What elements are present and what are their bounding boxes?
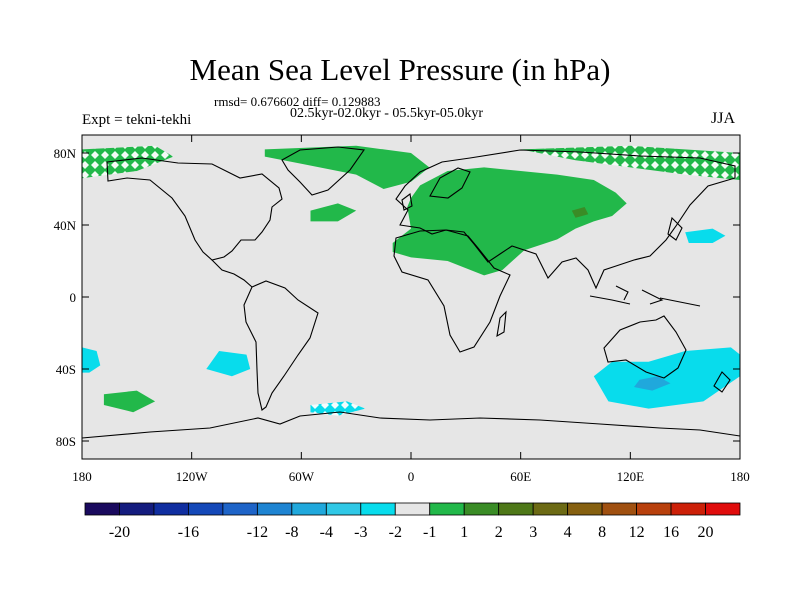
japan-coast (667, 216, 683, 241)
antarctica-coast (82, 411, 740, 439)
south-america-coast (243, 280, 319, 411)
colorbar-label: 1 (460, 524, 468, 541)
maritime-continent-coast (589, 285, 701, 307)
colorbar-label: -1 (423, 524, 436, 541)
colorbar-label: -3 (354, 524, 367, 541)
colorbar-label: -12 (247, 524, 268, 541)
region-alaska-hatched (82, 145, 174, 179)
colorbar-label: -4 (320, 524, 333, 541)
greenland-coast (281, 146, 365, 196)
colorbar-box (291, 502, 327, 516)
colorbar-box (325, 502, 362, 516)
colorbar-box (188, 502, 224, 516)
x-tick-label: 180 (72, 469, 92, 484)
colorbar-label: 2 (495, 524, 503, 541)
scandinavia-coast (429, 167, 471, 199)
colorbar-label: 3 (529, 524, 537, 541)
colorbar-box (463, 502, 500, 516)
region-southeast-pacific-negative (206, 351, 251, 377)
colorbar-label: 16 (663, 524, 679, 541)
region-arctic-russia-hatched (520, 145, 740, 180)
map-background (82, 135, 740, 459)
axis-ticks: 180 120W 60W 0 60E 120E 180 80N 40N 0 40S 80S (54, 135, 750, 484)
colorbar-box (119, 502, 155, 516)
colorbar-box (567, 502, 603, 516)
region-south-atlantic-hatched (310, 401, 366, 416)
madagascar-coast (496, 310, 507, 338)
region-date-line-negative (82, 347, 101, 373)
region-south-pacific-positive (103, 390, 156, 413)
africa-coast (393, 229, 511, 353)
anomaly-regions (82, 145, 740, 416)
colorbar-box (670, 502, 706, 516)
x-tick-label: 120E (617, 469, 645, 484)
region-greenland-north-atlantic (264, 145, 430, 189)
period-subtitle: 02.5kyr-02.0kyr - 05.5kyr-05.0kyr (290, 106, 484, 121)
region-north-pacific-negative (685, 228, 726, 243)
uk-coast (401, 193, 413, 211)
colorbar-box (636, 502, 672, 516)
colorbar-label: 8 (598, 524, 606, 541)
colorbar-box (84, 502, 120, 516)
x-tick-label: 60E (510, 469, 531, 484)
colorbar-label: -20 (109, 524, 130, 541)
y-tick-label: 80S (56, 434, 76, 449)
y-tick-label: 40N (54, 218, 77, 233)
colorbar-label: 4 (564, 524, 572, 541)
colorbar-label: -16 (178, 524, 199, 541)
colorbar-box (394, 502, 431, 516)
colorbar-box (601, 502, 637, 516)
season-label: JJA (711, 110, 736, 127)
colorbar-box (256, 502, 293, 516)
colorbar-box (360, 502, 396, 516)
x-tick-label: 0 (408, 469, 415, 484)
eurasia-coast (395, 149, 736, 290)
colorbar-box (222, 502, 258, 516)
colorbar-label: -8 (285, 524, 298, 541)
x-tick-label: 120W (176, 469, 209, 484)
y-tick-label: 0 (70, 290, 77, 305)
x-tick-label: 60W (289, 469, 315, 484)
colorbar-box (532, 502, 569, 516)
colorbar: -20 -16 -12 -8 -4 -3 -2 -1 1 2 3 4 8 12 16 20 (84, 502, 741, 541)
rmsd-diff-stats: rmsd= 0.676602 diff= 0.129883 (214, 94, 381, 109)
colorbar-box (498, 502, 534, 516)
y-tick-label: 80N (54, 146, 77, 161)
colorbar-label: 12 (629, 524, 645, 541)
region-southern-australia-core (634, 376, 671, 391)
colorbar-box (429, 502, 465, 516)
australia-coast (603, 315, 687, 379)
region-north-atlantic-patch (310, 203, 357, 222)
colorbar-box (153, 502, 189, 516)
region-eurasia-positive (392, 167, 627, 276)
north-america-coast (106, 157, 283, 261)
coastlines (82, 146, 740, 439)
colorbar-label: -2 (389, 524, 402, 541)
colorbar-box (705, 502, 741, 516)
chart-title: Mean Sea Level Pressure (in hPa) (189, 52, 611, 87)
central-america-coast (211, 259, 253, 288)
region-mongolia-core (571, 207, 589, 218)
experiment-label: Expt = tekni-tekhi (82, 112, 192, 128)
y-tick-label: 40S (56, 362, 76, 377)
new-zealand-coast (713, 371, 731, 393)
colorbar-label: 20 (698, 524, 714, 541)
x-tick-label: 180 (730, 469, 750, 484)
